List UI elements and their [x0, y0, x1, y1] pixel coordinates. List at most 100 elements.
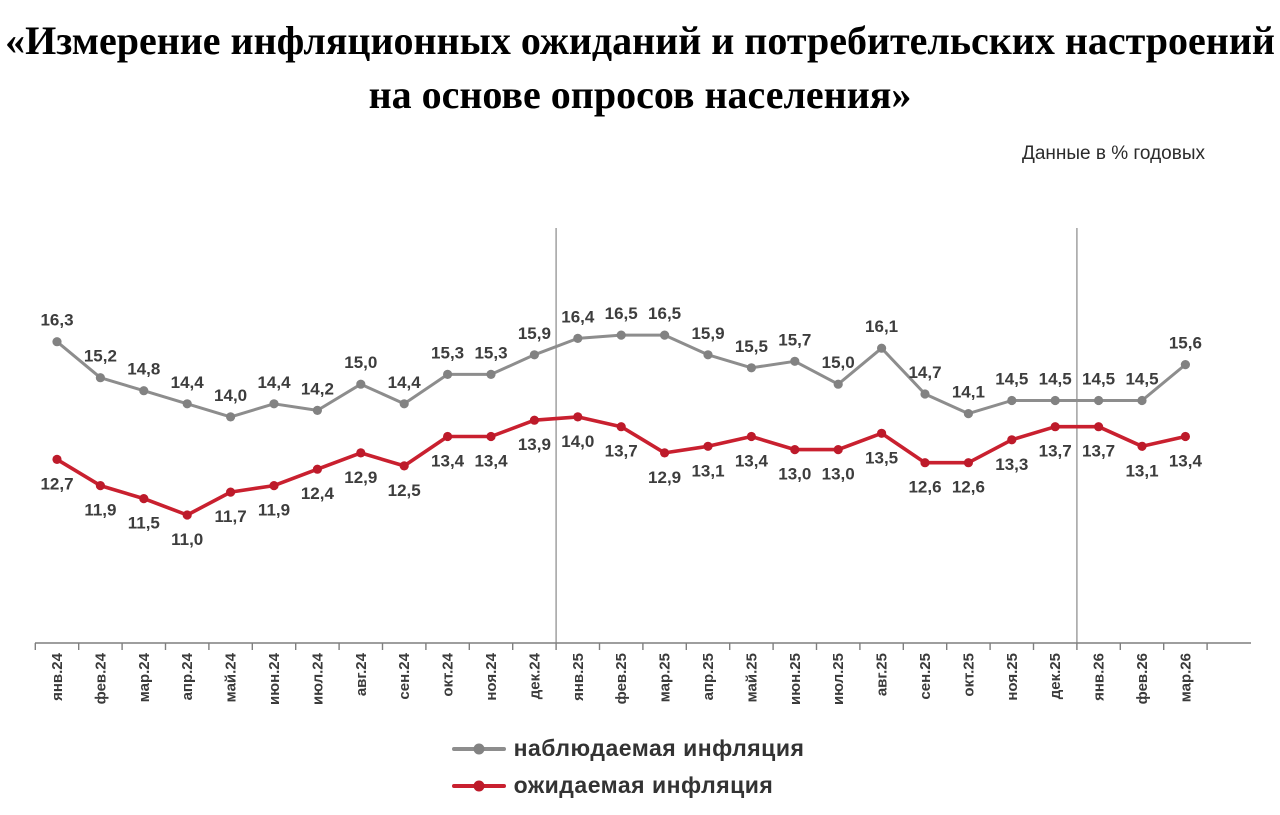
x-axis-label: янв.25	[570, 653, 587, 701]
expected-value-label: 13,1	[1125, 461, 1158, 480]
x-axis-label: янв.24	[49, 652, 66, 701]
expected-value-label: 13,7	[1082, 442, 1115, 461]
observed-value-label: 15,2	[84, 347, 117, 366]
observed-value-label: 14,5	[1039, 370, 1072, 389]
x-axis-label: авг.25	[874, 653, 891, 696]
expected-value-label: 12,9	[344, 468, 377, 487]
legend-label-expected: ожидаемая инфляция	[513, 772, 774, 798]
observed-data-point	[616, 330, 626, 340]
observed-data-point	[356, 379, 366, 389]
observed-data-point	[1050, 395, 1060, 406]
expected-value-label: 11,0	[171, 530, 203, 549]
x-axis-label: фев.26	[1134, 653, 1151, 704]
legend-label-observed: наблюдаемая инфляция	[513, 735, 805, 761]
observed-value-label: 15,6	[1169, 334, 1202, 353]
expected-data-point	[616, 422, 626, 432]
x-axis-label: мар.25	[657, 653, 674, 702]
expected-data-point	[312, 464, 322, 474]
observed-data-point	[963, 409, 974, 419]
x-axis-label: авг.24	[353, 652, 370, 696]
observed-value-label: 14,5	[1082, 370, 1115, 389]
expected-value-label: 13,1	[691, 461, 724, 480]
observed-data-point	[139, 386, 149, 396]
observed-data-point	[1007, 395, 1017, 406]
observed-data-point	[703, 350, 713, 360]
observed-data-point	[1094, 395, 1104, 406]
x-axis-label: ноя.24	[483, 652, 500, 700]
expected-data-point	[1050, 422, 1060, 432]
x-axis-label: июл.24	[309, 652, 326, 705]
expected-data-point	[877, 428, 887, 438]
x-axis-label: фев.24	[92, 652, 109, 704]
legend-item-observed: наблюдаемая инфляция	[451, 730, 805, 767]
x-axis-label: ноя.25	[1004, 653, 1021, 701]
observed-data-point	[790, 356, 800, 366]
observed-data-point	[95, 373, 105, 383]
chart-canvas: янв.24 фев.24 мар.24 апр.24 май.24 июн.24 июл.…	[34, 228, 1251, 705]
observed-value-label: 16,5	[605, 304, 638, 323]
expected-data-point	[660, 448, 670, 458]
x-axis-label: мар.24	[136, 652, 153, 702]
expected-data-point	[963, 458, 974, 468]
expected-data-point	[703, 441, 713, 451]
x-axis-label: июл.25	[830, 653, 847, 705]
observed-value-label: 14,5	[1125, 370, 1158, 389]
expected-value-label: 13,4	[474, 452, 508, 471]
observed-line-swatch	[451, 743, 506, 754]
observed-data-point	[52, 337, 62, 347]
expected-value-label: 12,4	[301, 484, 335, 503]
x-axis-label: фев.25	[613, 653, 630, 704]
observed-value-label: 15,9	[518, 324, 551, 343]
year-separators	[555, 228, 1078, 643]
expected-data-point	[1094, 422, 1104, 432]
page-title-line-2: на основе опросов населения»	[368, 72, 912, 117]
expected-data-point	[399, 461, 409, 471]
observed-value-label: 15,9	[691, 324, 724, 343]
x-axis-label: апр.25	[700, 653, 717, 700]
observed-value-label: 14,4	[171, 373, 205, 392]
expected-value-label: 13,0	[822, 465, 855, 484]
observed-value-label: 14,1	[952, 383, 985, 402]
expected-data-point	[356, 448, 366, 458]
x-axis-labels: янв.24 фев.24 мар.24 апр.24 май.24 июн.24 июл.…	[49, 652, 1194, 705]
x-axis-label: сен.24	[396, 652, 413, 699]
observed-series	[52, 330, 1190, 422]
observed-data-point	[182, 399, 192, 409]
observed-data-point	[573, 333, 583, 343]
observed-value-label: 15,5	[735, 337, 768, 356]
expected-value-label: 13,9	[518, 435, 551, 454]
observed-data-point	[529, 350, 540, 360]
expected-value-label: 12,6	[952, 478, 985, 497]
observed-value-label: 16,1	[865, 317, 898, 336]
observed-value-label: 16,5	[648, 304, 681, 323]
x-axis-label: окт.24	[440, 652, 457, 696]
x-axis-label: сен.25	[917, 653, 934, 700]
expected-value-label: 11,5	[128, 514, 160, 533]
expected-data-point	[95, 481, 105, 491]
expected-value-label: 11,9	[84, 501, 116, 520]
page-title: «Измерение инфляционных ожиданий и потре…	[0, 14, 1280, 122]
expected-value-label: 11,7	[215, 507, 247, 526]
x-axis-label: май.24	[223, 652, 240, 702]
observed-data-point	[920, 389, 930, 399]
expected-value-label: 14,0	[561, 432, 594, 451]
observed-dot-icon	[473, 743, 485, 754]
observed-value-label: 14,8	[127, 360, 160, 379]
x-axis-label: дек.25	[1047, 653, 1064, 699]
observed-data-point	[312, 405, 322, 415]
x-axis-label: апр.24	[179, 652, 196, 700]
expected-value-label: 13,4	[1169, 452, 1203, 471]
expected-data-point	[139, 494, 149, 504]
observed-data-point	[399, 399, 409, 409]
expected-data-point	[833, 445, 843, 455]
expected-data-point	[1137, 441, 1147, 451]
page-title-line-1: «Измерение инфляционных ожиданий и потре…	[5, 18, 1275, 63]
observed-data-point	[269, 399, 279, 409]
observed-value-label: 15,0	[822, 353, 855, 372]
expected-data-point	[790, 445, 800, 455]
legend: наблюдаемая инфляция ожидаемая инфляция	[0, 730, 1280, 804]
observed-value-label: 15,3	[474, 343, 507, 362]
expected-data-point	[573, 412, 583, 422]
expected-data-point	[1180, 431, 1190, 442]
observed-data-point	[877, 343, 887, 353]
